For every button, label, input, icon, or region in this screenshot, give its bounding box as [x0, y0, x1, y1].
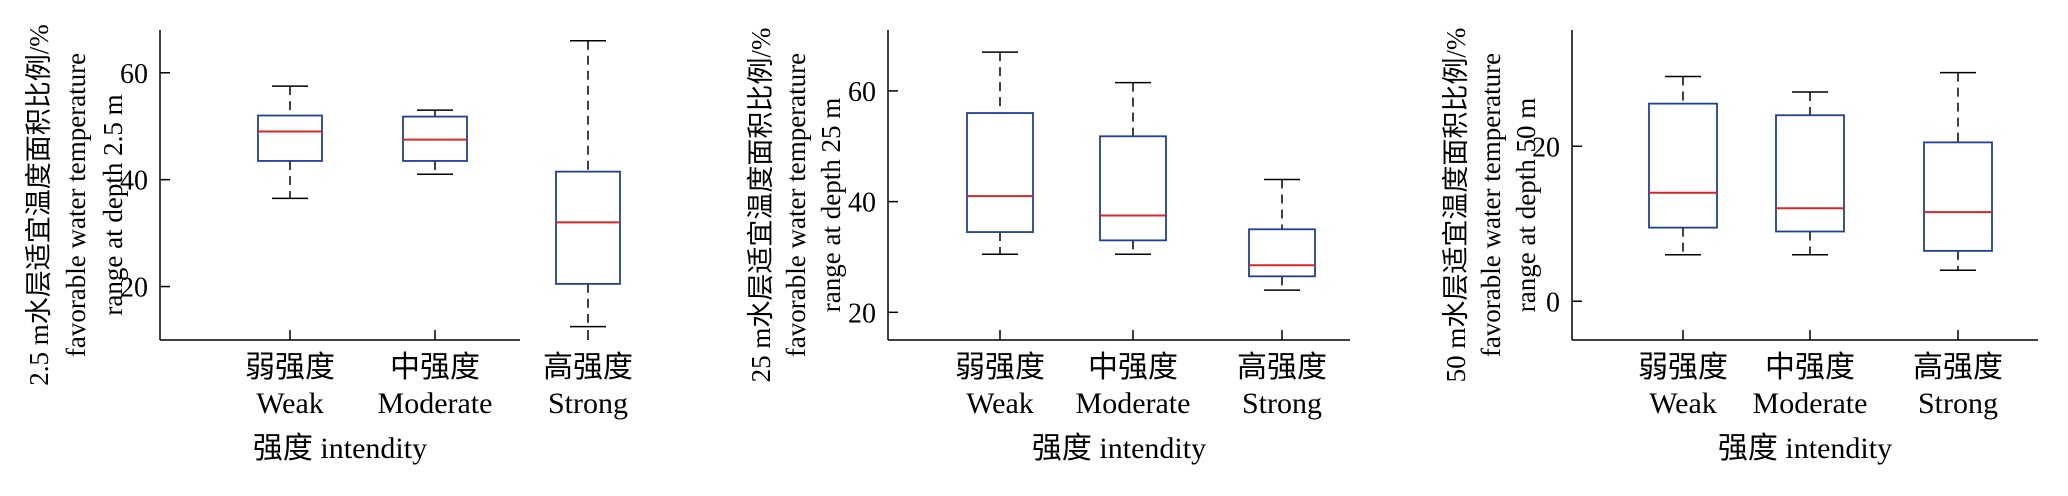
- category-label-en: Moderate: [1076, 387, 1191, 420]
- y-tick-label: 0: [1546, 287, 1560, 318]
- y-axis-label-line-3: range at depth 50 m: [1511, 98, 1541, 312]
- box-1: [257, 85, 323, 200]
- category-label-en: Weak: [966, 387, 1034, 420]
- y-axis-label-line-1: 25 m水层适宜温度面积比例/%: [746, 28, 776, 383]
- category-label-en: Strong: [548, 387, 628, 420]
- box-3: [1923, 71, 1993, 271]
- box-2: [1775, 91, 1845, 256]
- x-axis-label: 强度 intendity: [1032, 432, 1206, 465]
- category-label-cn: 高强度: [543, 351, 633, 384]
- box-1: [966, 51, 1034, 255]
- category-label-en: Strong: [1918, 387, 1998, 420]
- box-iqr: [966, 112, 1034, 233]
- y-tick-label: 60: [848, 77, 876, 108]
- y-tick-label: 60: [120, 59, 148, 90]
- y-tick-label: 20: [1532, 132, 1560, 163]
- y-tick-label: 20: [848, 298, 876, 329]
- category-label-cn: 弱强度: [955, 351, 1045, 384]
- y-axis-label-line-2: favorable water temperature: [1476, 53, 1506, 357]
- box-iqr: [1648, 102, 1718, 229]
- category-label-cn: 中强度: [390, 351, 480, 384]
- category-label-cn: 弱强度: [1638, 351, 1728, 384]
- y-axis-label-line-1: 2.5 m水层适宜温度面积比例/%: [24, 24, 54, 386]
- y-tick-label: 20: [120, 273, 148, 304]
- box-2: [402, 109, 468, 176]
- x-axis-label: 强度 intendity: [1718, 432, 1892, 465]
- box-1: [1648, 75, 1718, 256]
- box-iqr: [1923, 141, 1993, 252]
- category-label-en: Moderate: [378, 387, 493, 420]
- box-3: [555, 39, 621, 328]
- category-label-en: Moderate: [1753, 387, 1868, 420]
- category-label-cn: 高强度: [1913, 351, 2003, 384]
- y-axis-label-line-1: 50 m水层适宜温度面积比例/%: [1441, 28, 1471, 383]
- box-iqr: [555, 170, 621, 285]
- y-axis-label-line-3: range at depth 25 m: [816, 98, 846, 312]
- box-2: [1099, 81, 1167, 255]
- box-iqr: [257, 114, 323, 162]
- box-3: [1248, 178, 1316, 291]
- category-label-cn: 弱强度: [245, 351, 335, 384]
- box-iqr: [1099, 135, 1167, 242]
- y-axis-label-line-2: favorable water temperature: [781, 53, 811, 357]
- category-label-en: Weak: [256, 387, 324, 420]
- category-label-en: Weak: [1649, 387, 1717, 420]
- x-axis-label: 强度 intendity: [253, 432, 427, 465]
- y-tick-label: 40: [120, 166, 148, 197]
- category-label-cn: 高强度: [1237, 351, 1327, 384]
- category-label-cn: 中强度: [1088, 351, 1178, 384]
- box-iqr: [1775, 114, 1845, 233]
- box-iqr: [1248, 228, 1316, 278]
- category-label-en: Strong: [1242, 387, 1322, 420]
- category-label-cn: 中强度: [1765, 351, 1855, 384]
- y-tick-label: 40: [848, 188, 876, 219]
- y-axis-label-line-3: range at depth 2.5 m: [98, 94, 128, 315]
- y-axis-label-line-2: favorable water temperature: [61, 53, 91, 357]
